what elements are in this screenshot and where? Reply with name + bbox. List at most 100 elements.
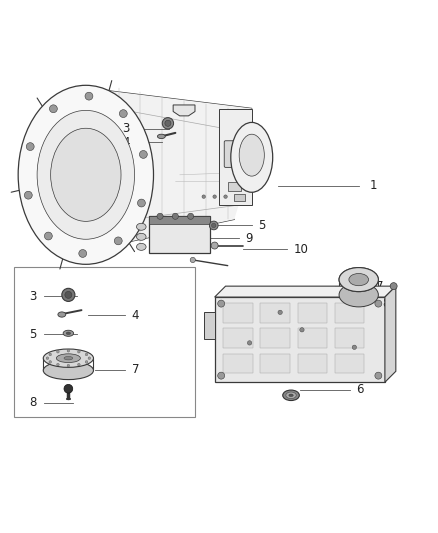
Circle shape xyxy=(247,341,252,345)
FancyBboxPatch shape xyxy=(234,195,245,201)
Text: 3: 3 xyxy=(122,123,130,135)
Bar xyxy=(261,328,290,348)
Circle shape xyxy=(49,361,52,363)
Circle shape xyxy=(25,191,32,199)
Polygon shape xyxy=(204,312,215,338)
Circle shape xyxy=(120,110,127,118)
Circle shape xyxy=(67,364,70,367)
Circle shape xyxy=(44,232,52,240)
Ellipse shape xyxy=(58,312,66,317)
Circle shape xyxy=(202,195,205,198)
Ellipse shape xyxy=(349,273,368,286)
Ellipse shape xyxy=(66,332,71,335)
Ellipse shape xyxy=(43,349,93,367)
Circle shape xyxy=(57,364,59,366)
Text: 1: 1 xyxy=(370,179,377,192)
Polygon shape xyxy=(215,286,396,297)
Circle shape xyxy=(49,353,52,356)
Circle shape xyxy=(224,195,227,198)
Circle shape xyxy=(88,357,91,359)
Circle shape xyxy=(300,328,304,332)
Text: 4: 4 xyxy=(132,309,139,322)
Ellipse shape xyxy=(43,361,93,379)
Text: 9: 9 xyxy=(245,232,253,245)
Polygon shape xyxy=(385,286,396,382)
Ellipse shape xyxy=(18,85,153,264)
Circle shape xyxy=(62,288,75,302)
Bar xyxy=(335,303,364,323)
Circle shape xyxy=(212,223,216,228)
Circle shape xyxy=(79,249,87,257)
Text: 5: 5 xyxy=(258,219,266,231)
Bar xyxy=(297,303,327,323)
Text: 8: 8 xyxy=(29,396,36,409)
Polygon shape xyxy=(173,105,195,116)
Circle shape xyxy=(375,372,382,379)
Circle shape xyxy=(172,213,178,220)
Ellipse shape xyxy=(289,394,293,397)
Circle shape xyxy=(190,257,195,263)
Circle shape xyxy=(390,282,397,289)
Text: 3: 3 xyxy=(29,290,36,303)
Bar xyxy=(335,328,364,348)
Circle shape xyxy=(375,300,382,307)
Bar xyxy=(261,303,290,323)
Bar xyxy=(223,328,253,348)
Bar xyxy=(149,216,210,253)
Bar xyxy=(14,266,195,417)
Ellipse shape xyxy=(37,110,134,239)
Ellipse shape xyxy=(286,392,296,399)
Bar xyxy=(215,297,385,382)
Circle shape xyxy=(57,351,59,353)
Circle shape xyxy=(213,195,216,198)
Polygon shape xyxy=(86,88,252,251)
Circle shape xyxy=(85,353,88,356)
Circle shape xyxy=(139,150,147,158)
Circle shape xyxy=(49,105,57,112)
FancyBboxPatch shape xyxy=(228,182,241,191)
Ellipse shape xyxy=(157,134,165,139)
Circle shape xyxy=(209,221,218,230)
Text: 4: 4 xyxy=(122,135,130,149)
Ellipse shape xyxy=(64,357,73,360)
Text: 5: 5 xyxy=(29,328,36,341)
Text: 7: 7 xyxy=(132,364,139,376)
Ellipse shape xyxy=(239,134,264,176)
Text: 2: 2 xyxy=(234,328,242,341)
FancyBboxPatch shape xyxy=(224,141,244,167)
Ellipse shape xyxy=(339,268,378,292)
Bar xyxy=(223,354,253,374)
Circle shape xyxy=(64,384,73,393)
Text: 7: 7 xyxy=(376,280,384,293)
Ellipse shape xyxy=(137,223,146,230)
Polygon shape xyxy=(219,109,252,205)
Circle shape xyxy=(211,242,218,249)
Ellipse shape xyxy=(63,330,74,336)
Circle shape xyxy=(85,92,93,100)
Bar xyxy=(297,328,327,348)
Circle shape xyxy=(352,345,357,350)
Ellipse shape xyxy=(231,123,273,192)
Bar xyxy=(149,216,210,224)
Circle shape xyxy=(78,351,80,353)
Circle shape xyxy=(218,372,225,379)
Circle shape xyxy=(67,350,70,352)
Circle shape xyxy=(157,213,163,220)
Text: 6: 6 xyxy=(357,383,364,396)
Circle shape xyxy=(26,143,34,150)
Text: 8: 8 xyxy=(383,297,390,310)
Ellipse shape xyxy=(137,233,146,240)
Bar xyxy=(261,354,290,374)
Circle shape xyxy=(187,213,194,220)
Bar xyxy=(297,354,327,374)
Ellipse shape xyxy=(339,283,378,307)
Circle shape xyxy=(78,364,80,366)
Circle shape xyxy=(114,237,122,245)
Ellipse shape xyxy=(339,268,378,292)
Circle shape xyxy=(85,361,88,363)
Bar xyxy=(223,303,253,323)
Circle shape xyxy=(162,118,173,129)
Ellipse shape xyxy=(57,354,81,362)
Text: 10: 10 xyxy=(293,243,308,255)
Bar xyxy=(335,354,364,374)
